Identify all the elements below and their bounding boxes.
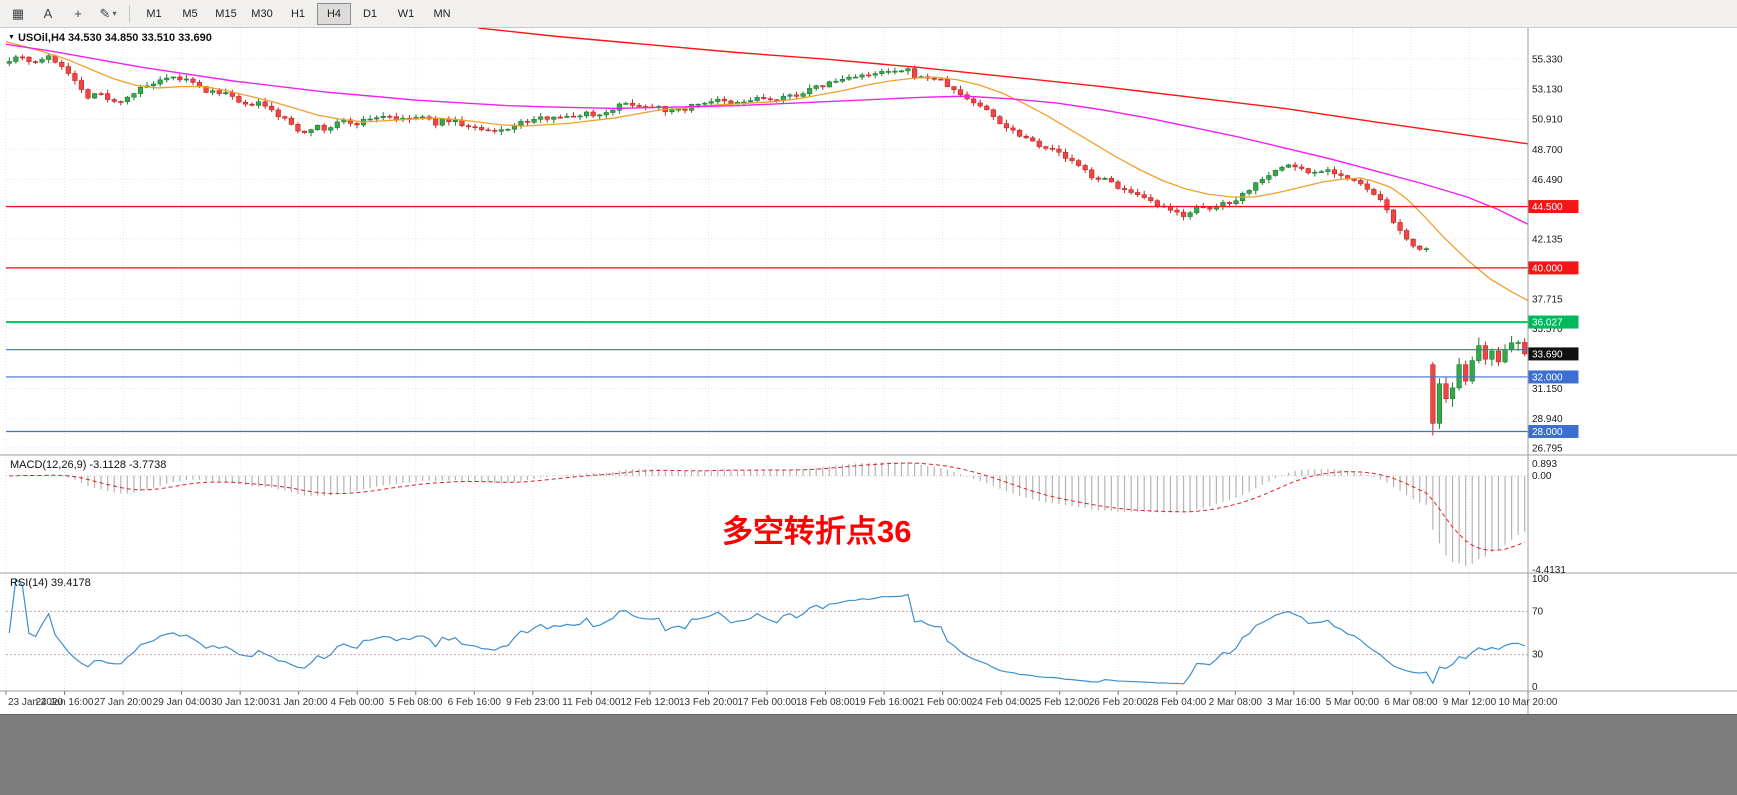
time-axis-label: 9 Mar 12:00: [1443, 697, 1497, 708]
time-axis-label: 31 Jan 20:00: [270, 697, 328, 708]
time-axis-label: 24 Feb 04:00: [972, 697, 1031, 708]
price-axis[interactable]: [1528, 28, 1737, 691]
timeframe-button-h1[interactable]: H1: [290, 7, 306, 20]
time-axis-label: 11 Feb 04:00: [562, 697, 621, 708]
rsi-axis-label: 70: [1532, 606, 1544, 617]
time-axis-label: 2 Mar 08:00: [1209, 697, 1263, 708]
time-axis-label: 6 Feb 16:00: [448, 697, 502, 708]
price-badge-label: 33.690: [1532, 349, 1563, 360]
timeframe-button-m5[interactable]: M5: [182, 7, 198, 20]
timeframe-button-mn[interactable]: MN: [433, 7, 451, 20]
tool-group: ▦ A + ✎ ▾: [3, 2, 123, 26]
panel-separator-main-macd[interactable]: [0, 453, 1737, 457]
time-axis-label: 5 Feb 08:00: [389, 697, 443, 708]
symbol-marker-icon: ▼: [8, 34, 15, 41]
chart-grid-icon: ▦: [11, 6, 25, 21]
time-axis-label: 10 Mar 20:00: [1499, 697, 1558, 708]
price-badge-label: 36.027: [1532, 318, 1563, 329]
price-axis-label: 37.715: [1532, 295, 1563, 306]
timeframe-button-w1[interactable]: W1: [397, 7, 415, 20]
price-axis-label: 42.135: [1532, 234, 1563, 245]
price-badge-label: 28.000: [1532, 427, 1563, 438]
macd-axis-label: 0.00: [1532, 471, 1552, 482]
timeframe-button-d1[interactable]: D1: [362, 7, 378, 20]
macd-histogram: [15, 462, 1526, 566]
chart-grid-button[interactable]: ▦: [3, 2, 33, 26]
rsi-axis-label: 100: [1532, 574, 1549, 585]
time-axis-label: 28 Feb 04:00: [1147, 697, 1206, 708]
price-badge: [1528, 200, 1579, 214]
macd-axis-label: -4.4131: [1532, 565, 1566, 576]
text-label-button[interactable]: A: [33, 2, 63, 26]
chart-title-text: USOil,H4 34.530 34.850 33.510 33.690: [17, 32, 212, 44]
timeframe-button-m1[interactable]: M1: [146, 7, 162, 20]
time-axis-label: 25 Feb 12:00: [1030, 697, 1089, 708]
time-axis-label: 6 Mar 08:00: [1384, 697, 1438, 708]
time-axis-label: 18 Feb 08:00: [796, 697, 855, 708]
price-badge: [1528, 315, 1579, 329]
time-axis-label: 27 Jan 20:00: [94, 697, 152, 708]
time-axis-label: 3 Mar 16:00: [1267, 697, 1321, 708]
draw-tool-button[interactable]: ✎ ▾: [93, 2, 123, 26]
ma-slow: [477, 28, 1528, 145]
draw-tool-icon: ✎: [99, 6, 111, 21]
macd-axis-label: 0.893: [1532, 459, 1557, 470]
crosshair-icon: +: [74, 6, 82, 21]
macd-indicator-label: MACD(12,26,9) -3.1128 -3.7738: [10, 459, 167, 471]
time-axis-label: 26 Feb 20:00: [1089, 697, 1148, 708]
timeframe-button-h4[interactable]: H4: [317, 2, 351, 25]
price-axis-label: 53.130: [1532, 84, 1563, 95]
panel-separator-macd-rsi[interactable]: [0, 571, 1737, 575]
crosshair-button[interactable]: +: [63, 2, 93, 26]
price-badge-label: 44.500: [1532, 202, 1563, 213]
rsi-indicator-label: RSI(14) 39.4178: [10, 577, 91, 589]
time-axis[interactable]: [0, 691, 1528, 714]
time-axis-label: 17 Feb 00:00: [738, 697, 797, 708]
annotation-text[interactable]: 多空转折点36: [722, 514, 912, 549]
time-axis-label: 21 Feb 00:00: [913, 697, 972, 708]
time-axis-label: 23 Jan 2020: [8, 697, 63, 708]
price-axis-label: 50.910: [1532, 115, 1563, 126]
price-badge: [1528, 261, 1579, 275]
price-axis-label: 48.700: [1532, 145, 1563, 156]
price-badge: [1528, 370, 1579, 384]
rsi-axis-label: 0: [1532, 682, 1538, 693]
time-axis-label: 5 Mar 00:00: [1326, 697, 1380, 708]
time-axis-label: 9 Feb 23:00: [506, 697, 560, 708]
rsi-line: [8, 577, 1525, 685]
time-axis-label: 30 Jan 12:00: [211, 697, 269, 708]
time-axis-label: 29 Jan 04:00: [153, 697, 211, 708]
text-label-icon: A: [43, 6, 53, 21]
price-axis-label: 28.940: [1532, 414, 1563, 425]
timeframe-button-m30[interactable]: M30: [251, 7, 273, 20]
macd-signal-line: [9, 462, 1525, 551]
time-axis-label: 24 Jan 16:00: [36, 697, 94, 708]
rsi-axis-label: 30: [1532, 650, 1544, 661]
time-axis-label: 13 Feb 20:00: [679, 697, 738, 708]
price-axis-label: 26.795: [1532, 443, 1563, 454]
price-axis-label: 31.150: [1532, 384, 1563, 395]
price-badge: [1528, 347, 1579, 361]
chart-title: ▼ USOil,H4 34.530 34.850 33.510 33.690: [8, 32, 212, 44]
ma-fast: [5, 40, 1528, 302]
price-badge-label: 32.000: [1532, 372, 1563, 383]
time-axis-label: 19 Feb 16:00: [855, 697, 914, 708]
price-axis-label: 35.570: [1532, 324, 1563, 335]
price-axis-label: 55.330: [1532, 54, 1563, 65]
timeframe-button-m15[interactable]: M15: [215, 7, 237, 20]
price-badge: [1528, 424, 1579, 438]
toolbar: ▦ A + ✎ ▾ M1 M5 M15 M30 H1 H4 D1 W1 MN: [0, 0, 1737, 28]
price-axis-label: 46.490: [1532, 175, 1563, 186]
timeframe-group: M1 M5 M15 M30 H1 H4 D1 W1 MN: [136, 2, 460, 25]
dropdown-arrow-icon: ▾: [112, 9, 117, 18]
price-badge-label: 40.000: [1532, 263, 1563, 274]
window-bottom-strip: [0, 714, 1737, 795]
toolbar-separator: [129, 4, 130, 23]
ma-medium: [5, 43, 1528, 225]
time-axis-label: 4 Feb 00:00: [331, 697, 385, 708]
time-axis-label: 12 Feb 12:00: [620, 697, 679, 708]
